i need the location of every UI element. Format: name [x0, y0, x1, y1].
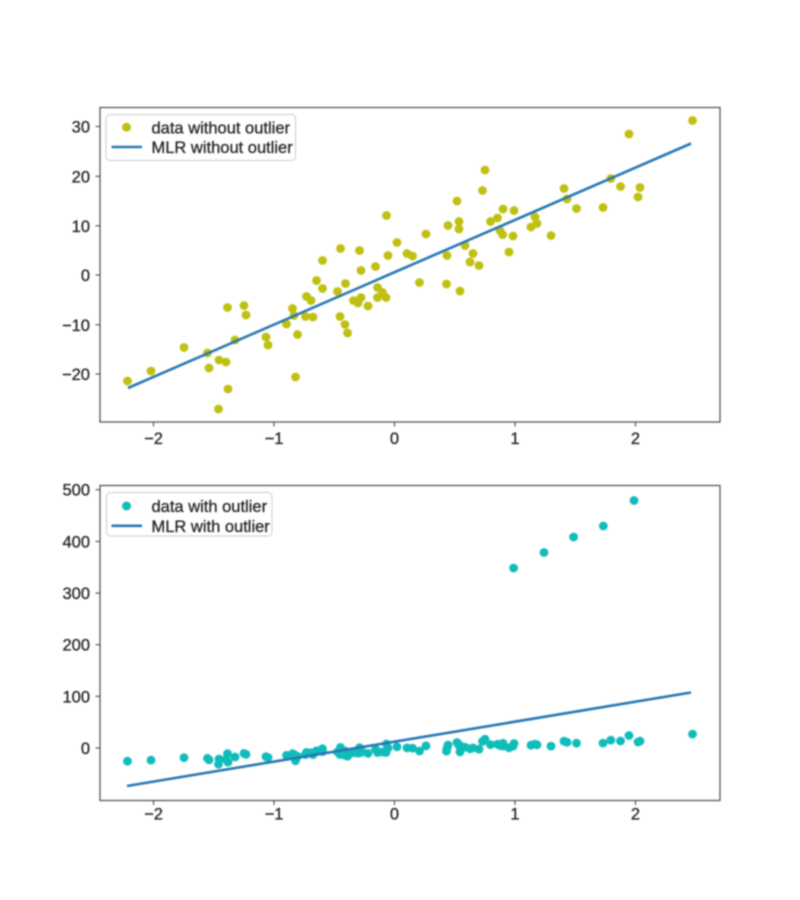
svg-text:1: 1 [510, 430, 519, 448]
svg-text:0: 0 [390, 430, 399, 448]
svg-text:−1: −1 [265, 806, 284, 824]
svg-text:0: 0 [81, 740, 90, 758]
svg-text:400: 400 [62, 533, 90, 551]
svg-text:MLR without outlier: MLR without outlier [152, 139, 294, 157]
svg-text:0: 0 [81, 267, 90, 285]
svg-text:2: 2 [631, 430, 640, 448]
svg-text:−20: −20 [62, 366, 90, 384]
svg-text:1: 1 [510, 806, 519, 824]
svg-text:20: 20 [72, 168, 90, 186]
svg-text:−1: −1 [265, 430, 284, 448]
svg-text:data without outlier: data without outlier [152, 119, 291, 137]
svg-text:−2: −2 [144, 806, 163, 824]
svg-text:200: 200 [62, 637, 90, 655]
svg-text:10: 10 [72, 218, 90, 236]
svg-text:100: 100 [62, 688, 90, 706]
svg-text:2: 2 [631, 806, 640, 824]
svg-text:−10: −10 [62, 317, 90, 335]
svg-text:0: 0 [390, 806, 399, 824]
svg-text:−2: −2 [144, 430, 163, 448]
svg-text:MLR with outlier: MLR with outlier [152, 518, 271, 536]
svg-text:300: 300 [62, 585, 90, 603]
svg-text:data with outlier: data with outlier [152, 498, 268, 516]
svg-text:500: 500 [62, 482, 90, 500]
svg-text:30: 30 [72, 119, 90, 137]
